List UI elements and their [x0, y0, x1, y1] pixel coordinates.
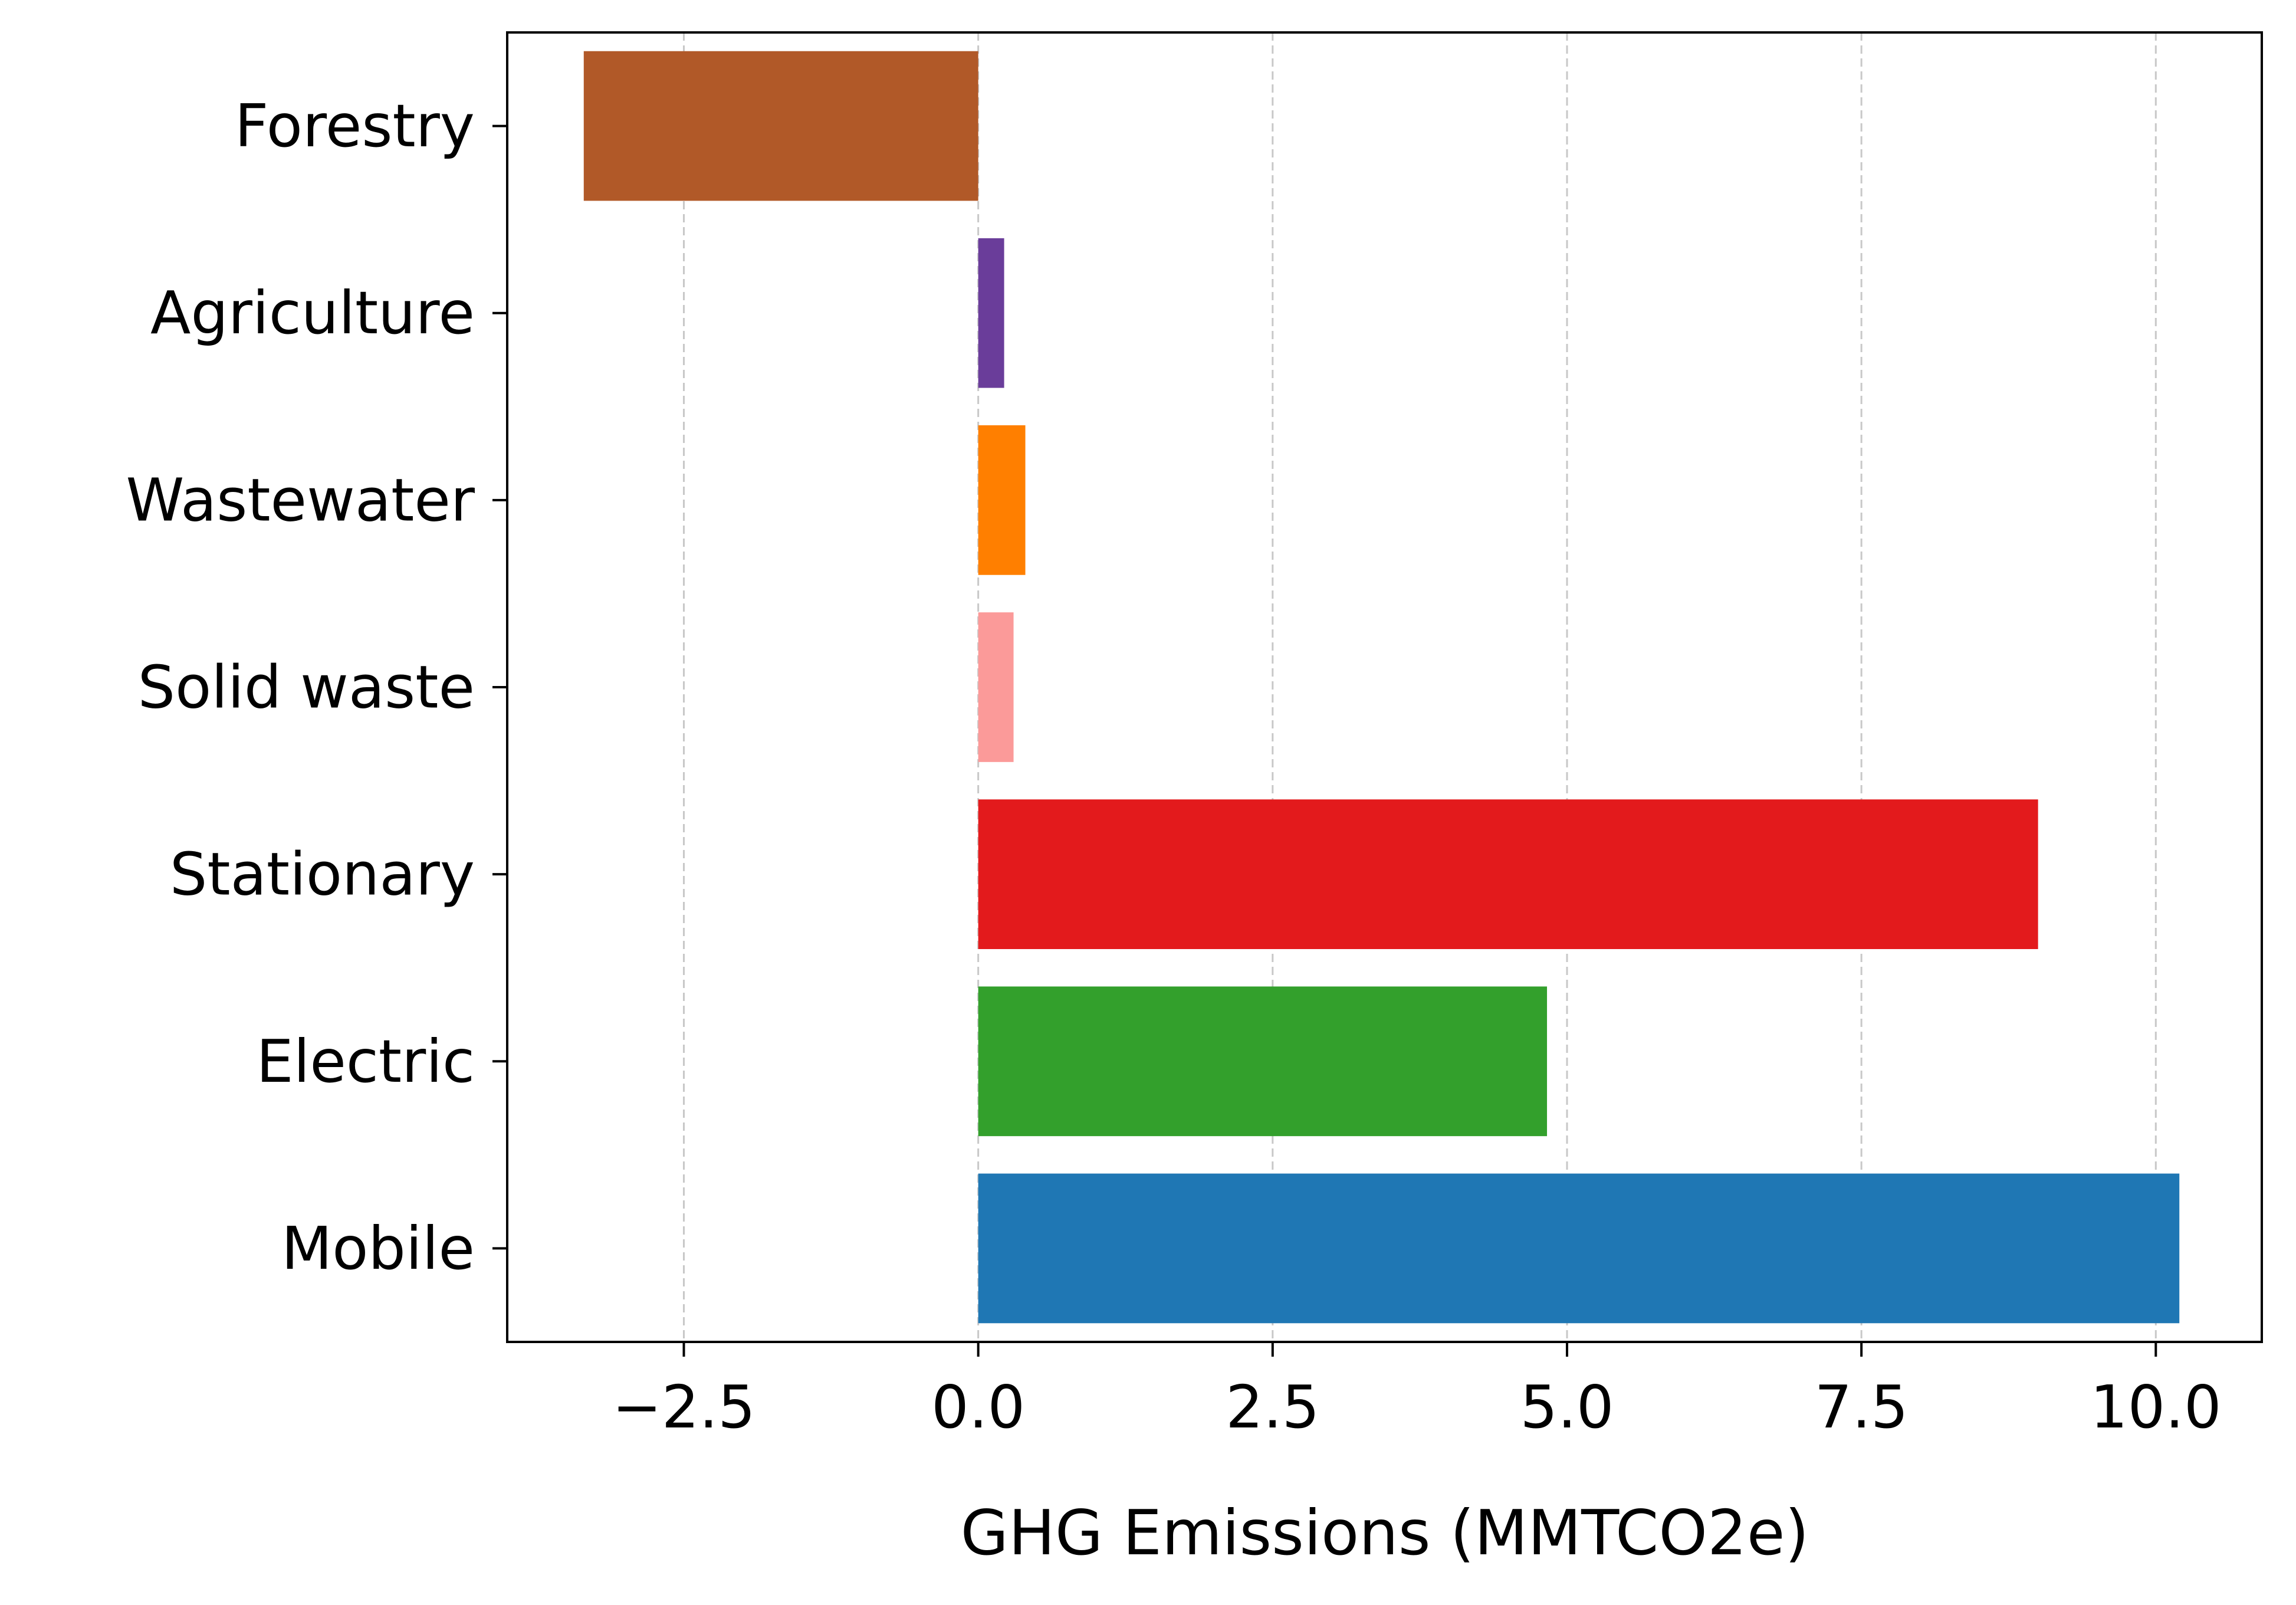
y-tick-label-solid-waste: Solid waste — [138, 653, 475, 722]
x-tick-label-2: 2.5 — [1226, 1373, 1319, 1442]
y-tick-label-mobile: Mobile — [281, 1214, 475, 1283]
bar-electric — [978, 986, 1548, 1137]
bar-agriculture — [978, 238, 1004, 388]
x-axis-ticks: −2.5 0.0 2.5 5.0 7.5 10.0 — [612, 1342, 2222, 1442]
bars — [583, 51, 2180, 1324]
x-tick-label-4: 7.5 — [1815, 1373, 1909, 1442]
bar-wastewater — [978, 425, 1026, 575]
bar-stationary — [978, 799, 2038, 949]
x-tick-label-3: 5.0 — [1520, 1373, 1614, 1442]
bar-mobile — [978, 1173, 2180, 1324]
x-tick-label-1: 0.0 — [931, 1373, 1025, 1442]
y-tick-label-agriculture: Agriculture — [150, 278, 475, 347]
bar-forestry — [583, 51, 978, 201]
x-tick-label-0: −2.5 — [612, 1373, 756, 1442]
y-tick-label-electric: Electric — [256, 1027, 475, 1096]
x-axis-label: GHG Emissions (MMTCO2e) — [961, 1497, 1809, 1569]
bar-solid-waste — [978, 612, 1014, 762]
y-tick-label-forestry: Forestry — [235, 91, 475, 160]
x-tick-label-5: 10.0 — [2090, 1373, 2222, 1442]
y-tick-label-wastewater: Wastewater — [126, 465, 475, 534]
y-axis-ticks: Mobile Electric Stationary Solid waste Waste… — [126, 91, 507, 1283]
y-tick-label-stationary: Stationary — [170, 840, 475, 909]
